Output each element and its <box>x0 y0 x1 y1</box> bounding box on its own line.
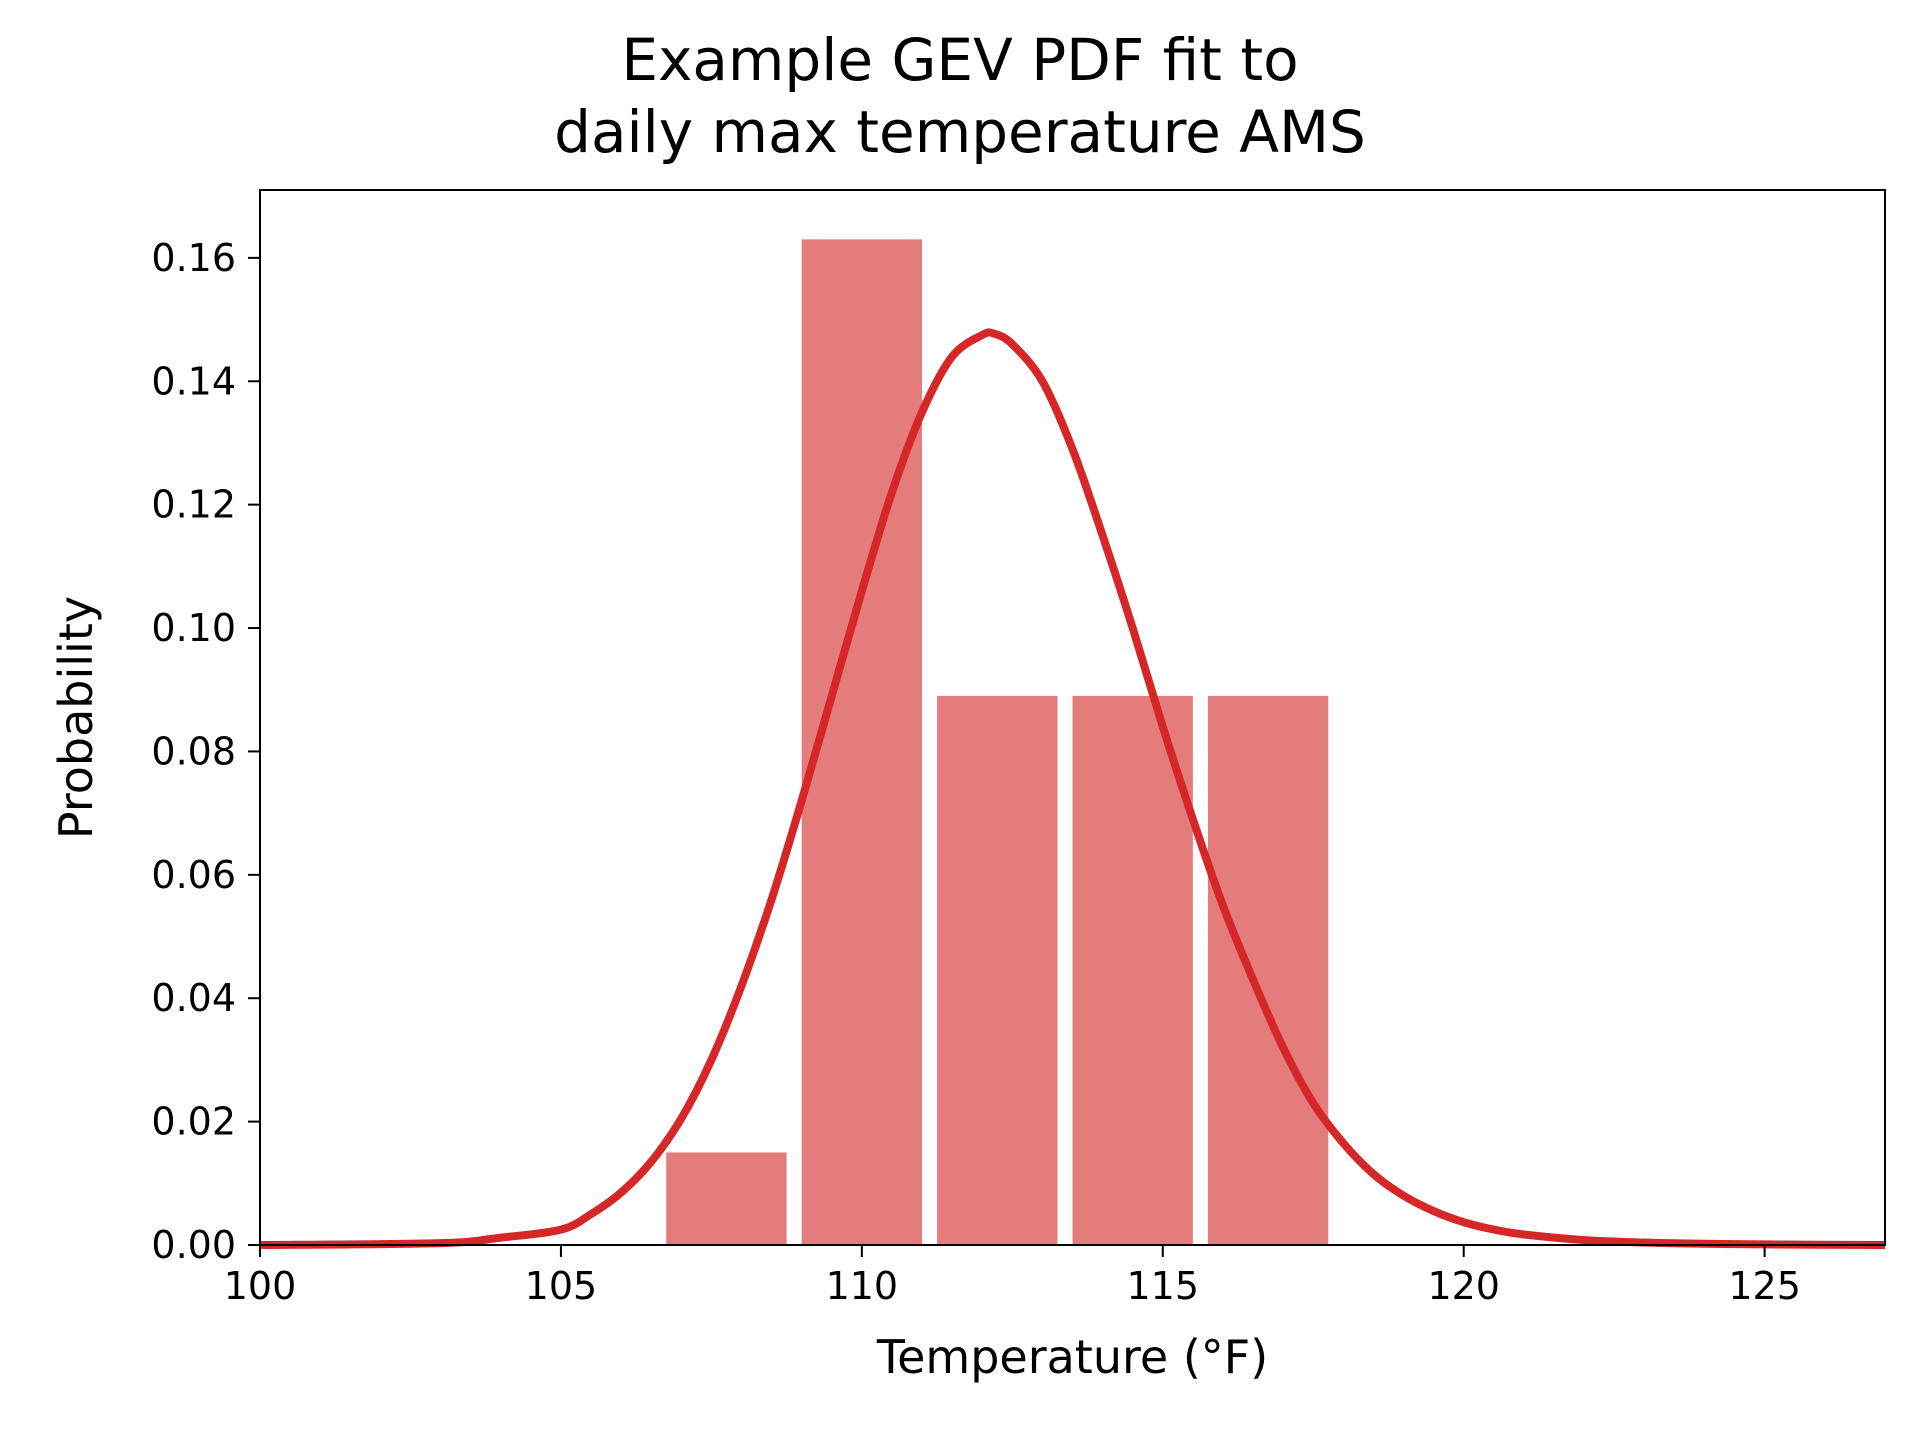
x-tick-label: 110 <box>826 1264 899 1308</box>
y-tick-label: 0.10 <box>151 606 236 650</box>
histogram-bar-1 <box>666 1152 787 1245</box>
gev-pdf-curve <box>259 328 1886 1249</box>
y-tick-label: 0.00 <box>151 1223 236 1267</box>
y-tick-label: 0.12 <box>151 483 236 527</box>
histogram-bar-3 <box>937 695 1058 1245</box>
x-tick-label: 115 <box>1127 1264 1200 1308</box>
x-tick-label: 105 <box>525 1264 598 1308</box>
y-tick-label: 0.04 <box>151 976 236 1020</box>
gev-curve-layer <box>259 328 1886 1249</box>
histogram-bar-4 <box>1072 695 1193 1245</box>
plot-frame <box>259 189 1886 1246</box>
chart-title-line-1: Example GEV PDF fit to <box>621 26 1299 94</box>
chart-title-line-2: daily max temperature AMS <box>554 98 1366 166</box>
y-tick-label: 0.06 <box>151 853 236 897</box>
y-tick-label: 0.14 <box>151 359 236 403</box>
y-tick-label: 0.02 <box>151 1100 236 1144</box>
x-axis-label: Temperature (°F) <box>876 1330 1268 1384</box>
histogram-bar-5 <box>1207 695 1329 1245</box>
y-tick-label: 0.16 <box>151 236 236 280</box>
y-axis-label: Probability <box>49 596 103 839</box>
chart-title: Example GEV PDF fit to daily max tempera… <box>0 24 1920 168</box>
x-tick-label: 120 <box>1427 1264 1500 1308</box>
x-tick-label: 100 <box>224 1264 297 1308</box>
x-tick-label: 125 <box>1728 1264 1801 1308</box>
histogram-bars <box>666 239 1329 1246</box>
y-axis-ticks: 0.00 0.02 0.04 0.06 0.08 0.10 0.12 0.14 0.16 <box>151 236 260 1267</box>
y-tick-label: 0.08 <box>151 729 236 773</box>
x-axis-ticks: 100 105 110 115 120 125 <box>224 1245 1801 1308</box>
